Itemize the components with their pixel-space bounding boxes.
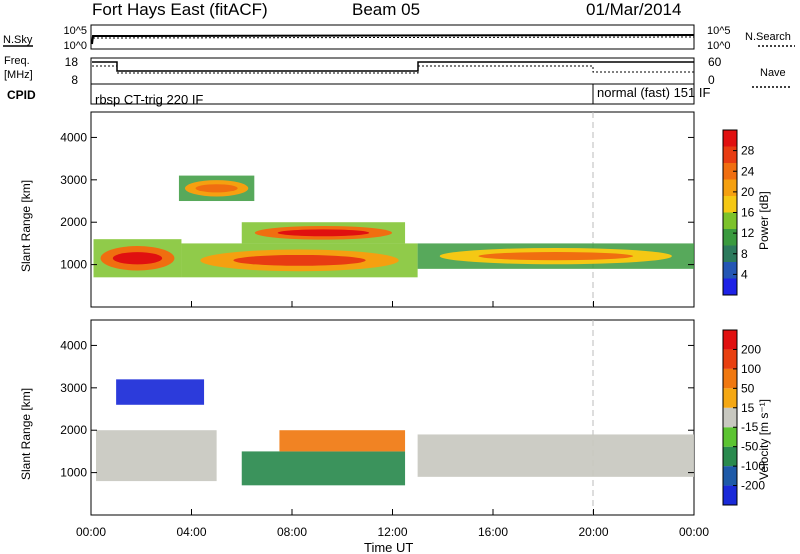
- nsky-label: N.Sky: [3, 34, 33, 46]
- nave-tick-top: 60: [708, 55, 722, 69]
- velocity-ylabel: Slant Range [km]: [19, 388, 33, 480]
- power-swatch: [723, 146, 737, 163]
- power-swatch: [723, 130, 737, 147]
- station-title: Fort Hays East (fitACF): [92, 0, 268, 19]
- velocity-tick-label: -15: [741, 420, 759, 434]
- power-swatch: [723, 278, 737, 295]
- velocity-tick-label: -100: [741, 459, 765, 473]
- beam-title: Beam 05: [352, 0, 420, 19]
- power-y-axis: 1000 2000 3000 4000: [60, 130, 694, 272]
- xtick-label: 08:00: [277, 525, 307, 539]
- nsky-tick-top: 10^5: [63, 25, 87, 37]
- velocity-ytick-label: 4000: [60, 338, 87, 352]
- power-swatch: [723, 212, 737, 229]
- power-peak-2: [233, 254, 366, 266]
- freq-tick-top: 18: [65, 55, 79, 69]
- power-swatch: [723, 262, 737, 279]
- velocity-tick-label: 200: [741, 342, 761, 356]
- velocity-tick-label: 100: [741, 362, 761, 376]
- velocity-swatch: [723, 427, 737, 447]
- xtick-label: 20:00: [578, 525, 608, 539]
- power-peak-1: [195, 184, 238, 193]
- velocity-y-axis: 1000 2000 3000 4000: [60, 338, 694, 480]
- power-ylabel: Slant Range [km]: [19, 180, 33, 272]
- power-tick-label: 8: [741, 247, 748, 261]
- power-swatch: [723, 196, 737, 213]
- nsky-panel: [90, 24, 695, 50]
- power-swatch: [723, 229, 737, 246]
- xtick-label: 16:00: [478, 525, 508, 539]
- velocity-swatch: [723, 368, 737, 389]
- cpid-label: CPID: [7, 88, 36, 102]
- cpid-mode-1: rbsp CT-trig 220 IF: [95, 92, 203, 107]
- nsky-tick-bottom: 10^0: [63, 40, 87, 52]
- velocity-swatch: [723, 349, 737, 369]
- cpid-mode-2: normal (fast) 151 IF: [597, 85, 710, 100]
- power-swatch: [723, 245, 737, 262]
- velocity-region-4: [417, 434, 694, 477]
- freq-trace: [92, 61, 694, 72]
- power-peak-3: [277, 229, 370, 237]
- velocity-tick-label: 50: [741, 381, 755, 395]
- power-tick-label: 4: [741, 267, 748, 281]
- velocity-panel-frame: [90, 319, 695, 516]
- velocity-region-0: [116, 379, 205, 405]
- nsearch-tick-top: 10^5: [707, 25, 731, 37]
- date-title: 01/Mar/2014: [586, 0, 681, 19]
- power-colorbar-label: Power [dB]: [757, 191, 771, 250]
- power-swatch: [723, 163, 737, 180]
- nave-trace: [92, 65, 694, 74]
- nsearch-tick-bottom: 10^0: [707, 40, 731, 52]
- xtick-label: 04:00: [176, 525, 206, 539]
- velocity-region-1: [96, 430, 217, 482]
- power-ytick-label: 4000: [60, 130, 87, 144]
- power-peak-4: [478, 252, 634, 261]
- xtick-label: 00:00: [76, 525, 106, 539]
- time-axis: 00:00 04:00 08:00 12:00 16:00 20:00 00:00: [76, 301, 709, 539]
- velocity-ytick-label: 2000: [60, 423, 87, 437]
- velocity-tick-label: -200: [741, 479, 765, 493]
- velocity-region-2: [241, 451, 406, 486]
- velocity-swatch: [723, 446, 737, 467]
- velocity-colorbar-label: Velocity [m s⁻¹]: [757, 399, 771, 480]
- power-data-layer: [93, 175, 694, 278]
- nsky-trace: [91, 34, 695, 45]
- velocity-tick-label: 15: [741, 401, 755, 415]
- freq-label: Freq.: [4, 55, 30, 67]
- velocity-region-3: [279, 430, 406, 452]
- velocity-tick-label: -50: [741, 440, 759, 454]
- power-tick-label: 20: [741, 185, 755, 199]
- velocity-ytick-label: 1000: [60, 466, 87, 480]
- power-peak-0: [112, 252, 163, 265]
- velocity-swatch: [723, 466, 737, 486]
- velocity-colorbar: 200 100 50 15 -15 -50 -100 -200: [722, 329, 765, 506]
- power-tick-label: 28: [741, 144, 755, 158]
- nsearch-label: N.Search: [745, 31, 791, 43]
- xtick-label: 12:00: [377, 525, 407, 539]
- velocity-swatch: [723, 407, 737, 428]
- power-tick-label: 24: [741, 164, 755, 178]
- power-colorbar: 4 8 12 16 20 24 28: [722, 129, 755, 296]
- power-ytick-label: 2000: [60, 215, 87, 229]
- velocity-swatch: [723, 330, 737, 350]
- freq-tick-bottom: 8: [71, 73, 78, 87]
- power-swatch: [723, 179, 737, 196]
- power-ytick-label: 3000: [60, 173, 87, 187]
- nave-label: Nave: [760, 67, 786, 79]
- velocity-swatch: [723, 485, 737, 505]
- nave-tick-bottom: 0: [708, 73, 715, 87]
- cpid-panel: [90, 83, 695, 105]
- xlabel: Time UT: [364, 540, 413, 554]
- freq-unit: [MHz]: [4, 69, 33, 81]
- velocity-frame: [722, 329, 738, 506]
- power-tick-label: 12: [741, 226, 755, 240]
- velocity-data-layer: [96, 379, 694, 486]
- velocity-ytick-label: 3000: [60, 381, 87, 395]
- power-ytick-label: 1000: [60, 258, 87, 272]
- velocity-swatch: [723, 388, 737, 408]
- xtick-label: 00:00: [679, 525, 709, 539]
- power-panel-frame: [90, 111, 695, 308]
- power-tick-label: 16: [741, 206, 755, 220]
